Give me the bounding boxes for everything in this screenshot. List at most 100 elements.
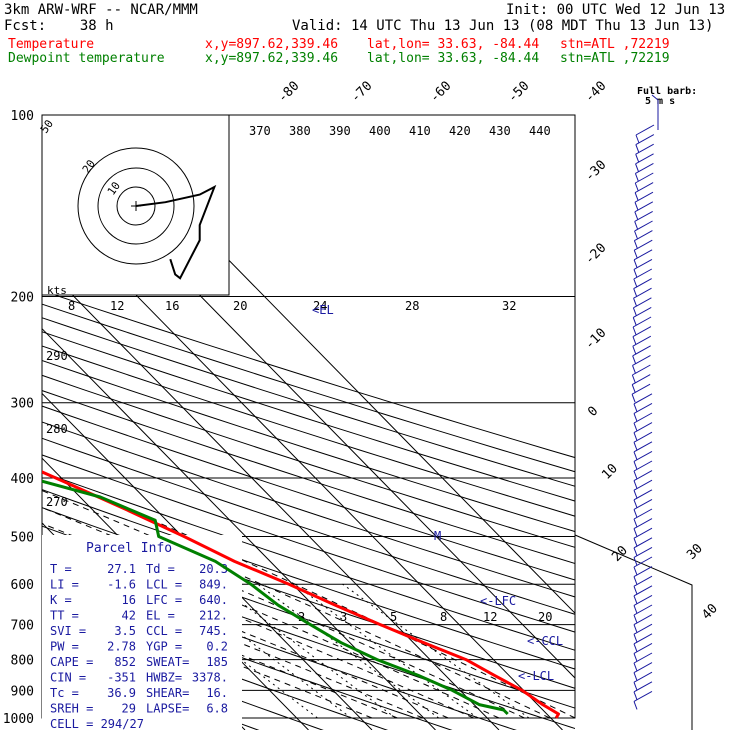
temp-station: stn=ATL ,72219 bbox=[560, 37, 670, 52]
parcel-param-name: LAPSE= bbox=[146, 702, 189, 716]
parcel-param-value: -1.6 bbox=[107, 578, 136, 592]
wind-barb bbox=[633, 431, 653, 443]
wind-barb bbox=[633, 634, 638, 643]
hodo-kts-label: kts bbox=[47, 284, 67, 297]
wind-barb bbox=[633, 624, 638, 633]
dew-xy: x,y=897.62,339.46 bbox=[205, 51, 339, 66]
parcel-param-name: CCL = bbox=[146, 624, 182, 638]
wind-barb bbox=[635, 153, 654, 165]
theta-label-left: 280 bbox=[46, 422, 68, 436]
wind-barb bbox=[633, 288, 638, 297]
wind-barb bbox=[632, 316, 652, 328]
wind-barb bbox=[633, 586, 638, 595]
wind-barb bbox=[633, 605, 638, 614]
hodo-speed-label: 28 bbox=[405, 299, 419, 313]
wind-barb bbox=[633, 623, 653, 635]
parcel-param-name: TT = bbox=[50, 609, 79, 623]
wind-barb bbox=[633, 278, 652, 290]
wind-barb bbox=[633, 652, 653, 664]
dry-adiabat bbox=[42, 605, 389, 730]
parcel-param-value: 16. bbox=[206, 686, 228, 700]
wind-barb bbox=[633, 594, 653, 606]
wind-barb bbox=[633, 672, 638, 681]
wind-barb bbox=[633, 701, 638, 710]
wind-barb bbox=[634, 221, 639, 230]
wind-barb bbox=[633, 490, 638, 499]
wind-barb bbox=[632, 326, 637, 336]
parcel-param-value: -351 bbox=[107, 671, 136, 685]
theta-label: 380 bbox=[289, 124, 311, 138]
parcel-param-name: T = bbox=[50, 562, 72, 576]
parcel-param-name: EL = bbox=[146, 609, 175, 623]
wind-barb bbox=[633, 470, 638, 480]
wind-barb bbox=[632, 365, 636, 374]
wind-barb bbox=[633, 268, 653, 280]
parcel-param-value: 852 bbox=[114, 655, 136, 669]
ccl-marker: <-CCL bbox=[527, 634, 563, 648]
right-temp-label: 0 bbox=[585, 404, 601, 420]
wind-barb bbox=[632, 335, 652, 347]
wind-barb bbox=[635, 163, 640, 172]
wind-barb bbox=[634, 182, 654, 194]
wind-barb bbox=[635, 134, 640, 144]
wind-barb bbox=[634, 201, 654, 213]
isotherm-line bbox=[42, 263, 500, 730]
m-marker: M bbox=[434, 529, 441, 543]
wind-barb bbox=[633, 690, 653, 702]
dry-adiabat bbox=[42, 489, 575, 670]
wind-barb bbox=[634, 191, 654, 203]
wind-barb bbox=[633, 509, 638, 518]
wind-barb bbox=[631, 384, 636, 393]
pressure-tick-label: 900 bbox=[11, 684, 34, 699]
parcel-param-value: 3.5 bbox=[114, 624, 136, 638]
dry-adiabat bbox=[42, 359, 575, 533]
wind-barb bbox=[635, 124, 655, 136]
wind-barb bbox=[633, 470, 653, 482]
pressure-tick-label: 700 bbox=[11, 619, 34, 634]
wind-barb bbox=[633, 576, 638, 585]
hodograph-ring bbox=[77, 147, 195, 265]
parcel-param-name: SWEAT= bbox=[146, 655, 189, 669]
theta-label-left: 270 bbox=[46, 495, 68, 509]
wind-barb bbox=[635, 172, 654, 184]
wind-barb bbox=[633, 306, 652, 318]
wind-barb bbox=[633, 403, 638, 412]
lcl-marker: <-LCL bbox=[518, 669, 554, 683]
wind-barb bbox=[633, 681, 653, 693]
pressure-tick-label: 500 bbox=[11, 530, 34, 545]
parcel-param-name: Tc = bbox=[50, 686, 79, 700]
pressure-tick-label: 200 bbox=[11, 291, 34, 306]
wind-barb bbox=[632, 354, 651, 366]
dry-adiabat bbox=[42, 454, 575, 633]
wind-barb bbox=[631, 374, 651, 386]
temp-xy: x,y=897.62,339.46 bbox=[205, 37, 339, 52]
dry-adiabat bbox=[42, 437, 575, 615]
wind-barb bbox=[633, 671, 653, 683]
wind-barb bbox=[634, 239, 653, 251]
wind-barb bbox=[633, 240, 638, 249]
right-temp-label: 20 bbox=[609, 543, 631, 565]
wind-barb bbox=[634, 220, 653, 232]
hodo-speed-label: 8 bbox=[68, 299, 75, 313]
parcel-param-value: 6.8 bbox=[206, 702, 228, 716]
parcel-param-name: PW = bbox=[50, 640, 79, 654]
wind-barb bbox=[633, 566, 638, 576]
mixing-ratio-label: 8 bbox=[440, 610, 447, 624]
dry-adiabat bbox=[42, 290, 575, 459]
wind-barb bbox=[634, 182, 639, 192]
wind-barb bbox=[633, 442, 638, 451]
wind-barb bbox=[632, 317, 637, 326]
wind-barb bbox=[633, 538, 638, 547]
wind-barb bbox=[633, 662, 653, 674]
wind-barb bbox=[632, 346, 637, 355]
hodo-speed-label: 32 bbox=[502, 299, 516, 313]
barb-key-unit: 5 m s bbox=[645, 96, 675, 107]
temp-latlon: lat,lon= 33.63, -84.44 bbox=[367, 37, 540, 52]
wind-barb bbox=[633, 575, 653, 587]
right-temp-label: 40 bbox=[699, 601, 721, 623]
parcel-param-value: 29 bbox=[122, 702, 136, 716]
theta-label: 440 bbox=[529, 124, 551, 138]
hodo-speed-label: 24 bbox=[313, 299, 327, 313]
wind-barb bbox=[633, 662, 638, 672]
wind-barb bbox=[633, 297, 652, 309]
